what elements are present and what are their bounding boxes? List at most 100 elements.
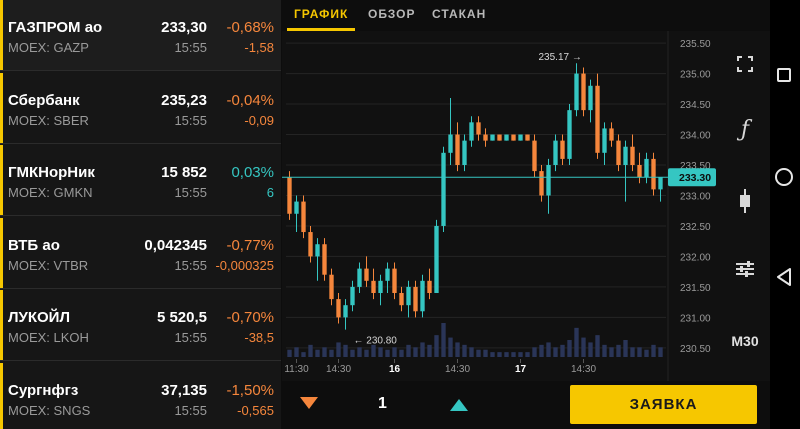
volume-bar — [378, 347, 383, 357]
volume-bar — [595, 335, 600, 357]
exchange-ticker: MOEX: SNGS — [8, 402, 91, 418]
candle-body — [504, 134, 509, 141]
volume-bar — [462, 344, 467, 357]
volume-bar — [623, 340, 628, 357]
recent-apps-icon[interactable] — [777, 68, 791, 82]
volume-bar — [574, 327, 579, 357]
candle-body — [602, 128, 607, 153]
candle-body — [371, 280, 376, 293]
volume-bar — [455, 342, 460, 357]
candle-body — [637, 165, 642, 178]
volume-bar — [308, 344, 313, 357]
volume-bar — [413, 347, 418, 357]
candle-body — [546, 165, 551, 196]
volume-bar — [581, 337, 586, 357]
candle-body — [574, 73, 579, 111]
x-tick-label: 14:30 — [445, 364, 470, 375]
timeframe-selector[interactable]: M30 — [731, 333, 759, 349]
tab-chart[interactable]: ГРАФИК — [294, 7, 349, 21]
volume-bar — [427, 344, 432, 357]
order-button[interactable]: ЗАЯВКА — [570, 385, 757, 424]
candle-body — [385, 268, 390, 281]
candle-body — [525, 134, 530, 141]
watchlist-item[interactable]: Сургнфгз 37,135 -1,50% MOEX: SNGS 15:55 -0,56… — [0, 362, 281, 429]
volume-bar — [532, 347, 537, 357]
volume-bar — [329, 349, 334, 357]
volume-bar — [350, 349, 355, 357]
volume-bar — [434, 335, 439, 357]
candle-body — [539, 171, 544, 196]
increase-quantity-button[interactable] — [450, 399, 468, 411]
candle-body — [308, 232, 313, 257]
candle-body — [595, 85, 600, 153]
exchange-ticker: MOEX: GAZP — [8, 40, 89, 55]
candle-body — [427, 280, 432, 293]
watchlist-item[interactable]: ГМКНорНик 15 852 0,03% MOEX: GMKN 15:55 6 — [0, 145, 281, 216]
volume-bar — [630, 347, 635, 357]
watchlist-item[interactable]: Сбербанк 235,23 -0,04% MOEX: SBER 15:55 -0,09 — [0, 72, 281, 144]
volume-bar — [483, 349, 488, 357]
tab-overview[interactable]: ОБЗОР — [368, 7, 416, 21]
instrument-price: 37,135 — [161, 381, 207, 399]
volume-bar — [406, 344, 411, 357]
y-tick-label: 234.00 — [680, 131, 711, 142]
watchlist: ГАЗПРОМ ао 233,30 -0,68% MOEX: GAZP 15:55 -1,… — [0, 0, 281, 429]
price-chart[interactable]: 235.50 235.00 234.50 234.00 233.50 233.00 232.… — [282, 31, 720, 381]
candle-body — [399, 293, 404, 306]
system-navbar — [770, 0, 800, 429]
watchlist-item[interactable]: ЛУКОЙЛ 5 520,5 -0,70% MOEX: LKOH 15:55 -38,5 — [0, 290, 281, 361]
candle-body — [560, 140, 565, 159]
back-icon[interactable] — [776, 268, 792, 286]
volume-bar — [651, 344, 656, 357]
exchange-ticker: MOEX: GMKN — [8, 185, 93, 200]
volume-bar — [511, 352, 516, 357]
x-tick-label: 14:30 — [571, 364, 596, 375]
candle-body — [651, 158, 656, 190]
settings-sliders-icon[interactable] — [720, 261, 770, 282]
candle-body — [441, 152, 446, 226]
instrument-name: Сургнфгз — [8, 381, 79, 399]
volume-bar — [469, 347, 474, 357]
volume-bar — [658, 347, 663, 357]
candle-body — [413, 286, 418, 312]
candle-body — [364, 268, 369, 281]
candle-body — [343, 305, 348, 318]
candle-body — [315, 244, 320, 257]
volume-bar — [322, 347, 327, 357]
instrument-name: Сбербанк — [8, 91, 80, 109]
y-tick-label: 232.00 — [680, 252, 711, 263]
volume-bar — [637, 347, 642, 357]
volume-bar — [567, 340, 572, 357]
candle-body — [553, 140, 558, 165]
x-tick-label: 16 — [389, 364, 401, 375]
volume-bar — [476, 349, 481, 357]
instrument-name: ГМКНорНик — [8, 164, 95, 181]
fullscreen-icon[interactable] — [720, 55, 770, 78]
volume-bar — [497, 352, 502, 357]
indicator-icon[interactable]: ƒ — [740, 117, 750, 142]
active-marker — [0, 0, 3, 70]
volume-bar — [609, 347, 614, 357]
watchlist-item[interactable]: ВТБ ао 0,042345 -0,77% MOEX: VTBR 15:55 -0,00… — [0, 217, 281, 289]
y-tick-label: 231.00 — [680, 313, 711, 324]
candle-body — [644, 158, 649, 178]
candle-body — [350, 286, 355, 306]
chart-canvas[interactable]: 235.50 235.00 234.50 234.00 233.50 233.00 232.… — [282, 31, 720, 381]
quantity-value[interactable]: 1 — [378, 395, 387, 412]
decrease-quantity-button[interactable] — [300, 397, 318, 409]
home-icon[interactable] — [775, 168, 793, 186]
low-annotation: ← 230.80 — [354, 336, 398, 347]
candle-type-icon[interactable] — [720, 189, 770, 218]
candle-body — [406, 286, 411, 306]
watchlist-item[interactable]: ГАЗПРОМ ао 233,30 -0,68% MOEX: GAZP 15:55 -1,… — [0, 0, 281, 71]
x-tick-label: 14:30 — [326, 364, 351, 375]
y-tick-label: 234.50 — [680, 100, 711, 111]
active-marker — [0, 217, 3, 288]
change-percent: -0,04% — [226, 91, 274, 109]
volume-bar — [504, 352, 509, 357]
tab-orderbook[interactable]: СТАКАН — [432, 7, 487, 21]
x-tick-label: 11:30 — [284, 364, 309, 375]
volume-bar — [546, 342, 551, 357]
instrument-price: 233,30 — [161, 19, 207, 36]
